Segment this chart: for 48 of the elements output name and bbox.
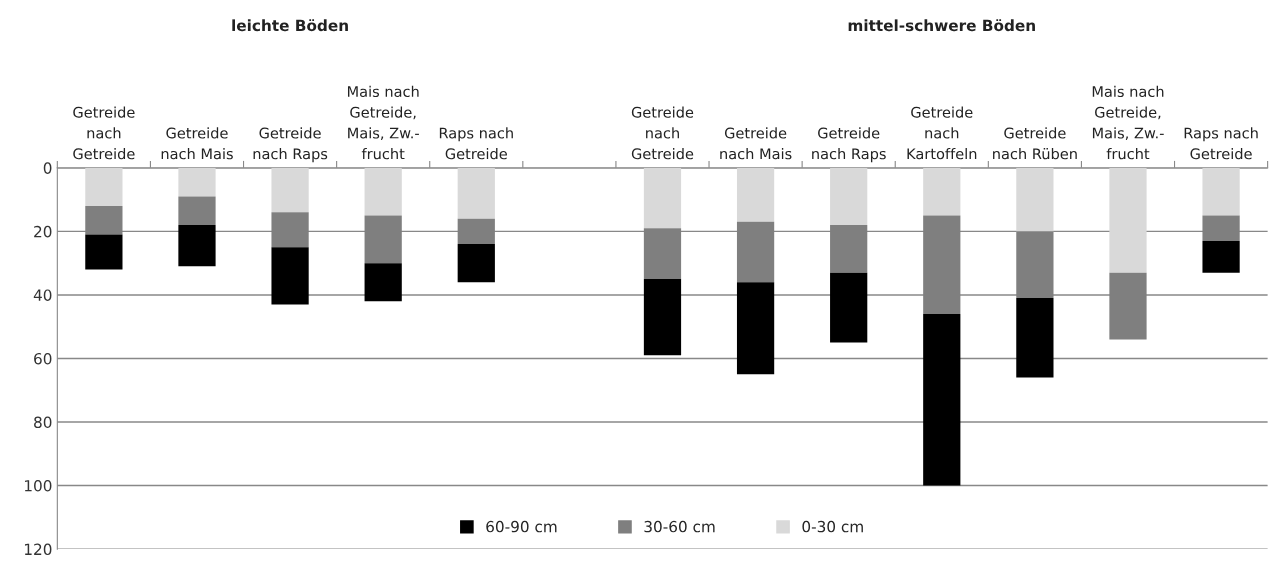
bar [923,313,961,486]
bar [1016,298,1054,378]
bar [364,263,402,302]
bar [643,279,682,356]
y-tick-label: 40 [33,289,52,301]
x-tick-label: Raps nach Getreide [1184,127,1258,160]
x-tick-label: Getreide nach Rüben [993,127,1077,160]
bar [1016,167,1054,232]
bar [85,167,123,206]
bar [643,167,682,229]
x-tick-label: Getreide nach Raps [812,127,886,163]
y-tick-label: 20 [34,225,52,238]
legend-label: 30-60 cm [644,520,715,533]
y-tick-label: 60 [34,352,52,365]
x-tick-label: Raps nach Getreide [439,127,513,160]
bar [178,225,216,267]
x-tick-label: Getreide nach Mais [720,127,792,160]
x-tick-label: Getreide nach Mais [161,127,233,160]
bar [736,282,775,375]
y-tick-label: 120 [24,543,52,556]
bar [736,167,775,222]
y-tick-label: 80 [34,416,52,429]
bar [178,196,216,226]
bar [85,234,123,270]
x-tick-label: Mais nach Getreide, Mais, Zw.- frucht [1092,85,1164,160]
bar [271,167,309,213]
bar [830,272,868,343]
legend-label: 0-30 cm [802,520,863,533]
bar [178,167,216,197]
x-tick-label: Getreide nach Getreide [73,106,135,160]
bar [1202,167,1240,216]
bar [364,167,402,216]
bar [457,244,495,283]
y-tick-label: 100 [24,480,52,492]
x-tick-label: Getreide nach Getreide [631,106,694,160]
bar [271,247,309,305]
legend-label: 60-90 cm [486,520,557,533]
x-tick-label: Mais nach Getreide, Mais, Zw.- frucht [347,85,419,160]
text: leichte Böden [232,19,348,32]
bar [457,167,495,219]
bar [923,167,961,216]
x-tick-label: Getreide nach Raps [253,127,328,163]
bar [1109,167,1147,273]
text: mittel-schwere Böden [848,19,1035,32]
bar [830,167,868,226]
x-tick-label: Getreide nach Kartoffeln [907,106,977,160]
bar [1202,240,1240,273]
y-tick-label: 0 [43,162,52,174]
